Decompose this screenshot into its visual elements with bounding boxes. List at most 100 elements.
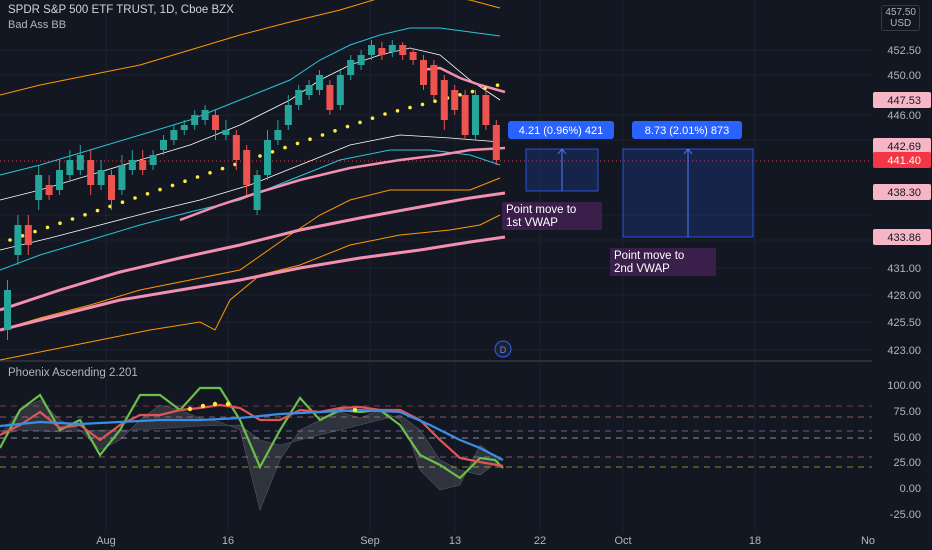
candle-body xyxy=(118,165,126,190)
price-badge-label: 433.86 xyxy=(887,232,921,244)
candle-body xyxy=(180,125,188,130)
candle-body xyxy=(243,150,251,185)
candle-body xyxy=(305,85,313,95)
measure-label-bg xyxy=(508,121,614,139)
price-tick-label: 452.50 xyxy=(887,45,921,57)
ma-dot xyxy=(220,166,225,171)
ma-dot xyxy=(33,229,37,234)
candle-body xyxy=(326,85,334,110)
osc-dot xyxy=(225,401,231,407)
ma-dot xyxy=(83,213,87,217)
ma-dot xyxy=(420,102,425,107)
measure-label: 8.73 (2.01%) 873 xyxy=(645,125,729,137)
candle-body xyxy=(149,155,157,165)
band-line xyxy=(0,0,501,96)
time-tick-label: 18 xyxy=(749,535,761,547)
osc-dot xyxy=(187,406,193,412)
price-tick-label: 431.00 xyxy=(887,263,921,275)
ma-dot xyxy=(395,109,400,113)
ma-dot xyxy=(258,154,262,158)
vwap-line xyxy=(0,235,506,332)
price-tick-label: 423.00 xyxy=(887,345,921,357)
candle-body xyxy=(368,45,375,55)
ma-dot xyxy=(120,200,125,204)
candle-body xyxy=(201,110,209,120)
candle-body xyxy=(14,225,22,255)
osc-dot xyxy=(212,401,218,407)
measure-label-bg xyxy=(632,121,742,139)
ma-dot xyxy=(133,196,137,200)
annotation-line2: 2nd VWAP xyxy=(614,263,670,275)
candle-body xyxy=(388,45,396,52)
ma-dot xyxy=(333,129,337,133)
currency-label[interactable]: 457.50 USD xyxy=(881,5,920,31)
candle-body xyxy=(440,80,448,120)
osc-dot xyxy=(352,407,358,413)
ma-dot xyxy=(483,86,487,91)
grid xyxy=(0,0,932,532)
price-axis-bg xyxy=(872,0,932,550)
ma-dot xyxy=(183,179,187,183)
candlestick-series xyxy=(4,40,500,340)
ma-dot xyxy=(195,175,200,179)
candle-body xyxy=(357,55,365,65)
price-badge-label: 442.69 xyxy=(887,141,921,153)
candle-body xyxy=(222,130,230,135)
candle-body xyxy=(492,125,500,160)
ma-dot xyxy=(470,89,475,94)
price-badge xyxy=(873,92,931,108)
oscillator-title[interactable]: Phoenix Ascending 2.201 xyxy=(8,367,138,379)
candle-body xyxy=(76,155,84,170)
osc-tick-label: 50.00 xyxy=(893,432,921,444)
measure-label: 4.21 (0.96%) 421 xyxy=(519,125,603,137)
candle-body xyxy=(274,130,282,140)
osc-tick-label: 0.00 xyxy=(900,483,921,495)
candle-body xyxy=(316,75,323,90)
candle-body xyxy=(420,60,427,85)
candle-body xyxy=(253,175,261,210)
ma-dot xyxy=(208,171,212,175)
ma-dot xyxy=(345,124,350,129)
price-tick-label: 428.00 xyxy=(887,290,921,302)
candle-body xyxy=(430,65,438,95)
ma-dot xyxy=(295,141,300,146)
osc-blue-line xyxy=(0,408,504,461)
price-tick-label: 446.00 xyxy=(887,110,921,122)
ma-dot xyxy=(58,221,62,225)
ma-dot xyxy=(270,150,275,154)
candle-body xyxy=(212,115,219,130)
osc-dot xyxy=(200,403,206,409)
osc-green-line xyxy=(0,386,504,480)
price-badge-label: 441.40 xyxy=(887,155,921,167)
currency-top-value: 457.50 xyxy=(885,7,916,18)
candle-body xyxy=(108,175,115,200)
ma-dot xyxy=(320,133,325,137)
candle-body xyxy=(56,170,63,190)
time-tick-label: Aug xyxy=(96,535,116,547)
band-line xyxy=(0,214,501,361)
candle-body xyxy=(24,225,32,245)
dividend-marker-label: D xyxy=(500,345,507,355)
osc-tick-label: 75.00 xyxy=(893,406,921,418)
bollinger-bands xyxy=(0,0,506,361)
candle-body xyxy=(451,90,459,110)
price-badge xyxy=(873,138,931,154)
ma-dot xyxy=(458,93,462,97)
candle-body xyxy=(139,160,147,170)
ma-dot xyxy=(158,187,162,192)
candle-body xyxy=(347,60,355,75)
currency-code: USD xyxy=(890,18,912,29)
indicator-title[interactable]: Bad Ass BB xyxy=(8,19,67,31)
price-badge xyxy=(873,229,931,245)
price-tick-label: 425.50 xyxy=(887,317,921,329)
time-tick-label: 22 xyxy=(534,535,546,547)
time-axis-bg xyxy=(0,532,872,550)
vwap-line xyxy=(179,146,506,222)
measure-tools: 4.21 (0.96%) 421 8.73 (2.01%) 873 xyxy=(508,121,754,238)
symbol-title[interactable]: SPDR S&P 500 ETF TRUST, 1D, Cboe BZX xyxy=(8,4,234,16)
candle-body xyxy=(4,290,11,330)
time-tick-label: 16 xyxy=(222,535,234,547)
osc-tick-label: -25.00 xyxy=(890,509,921,521)
